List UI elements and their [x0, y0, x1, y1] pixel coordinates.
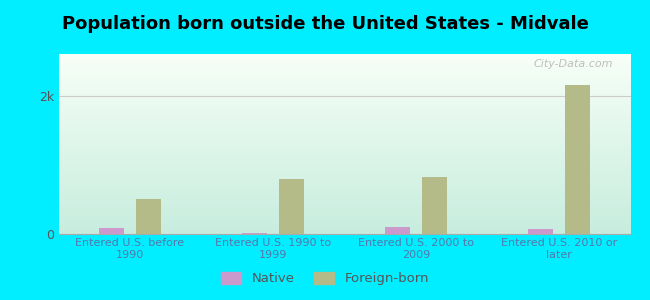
Bar: [136, 200, 161, 234]
Bar: [279, 178, 304, 234]
Bar: [385, 227, 410, 234]
Text: Population born outside the United States - Midvale: Population born outside the United State…: [62, 15, 588, 33]
Bar: [422, 177, 447, 234]
Bar: [528, 229, 553, 234]
Text: City-Data.com: City-Data.com: [534, 59, 614, 69]
Legend: Native, Foreign-born: Native, Foreign-born: [216, 266, 434, 290]
Bar: [242, 233, 267, 234]
Bar: [99, 228, 124, 234]
Bar: [565, 85, 590, 234]
